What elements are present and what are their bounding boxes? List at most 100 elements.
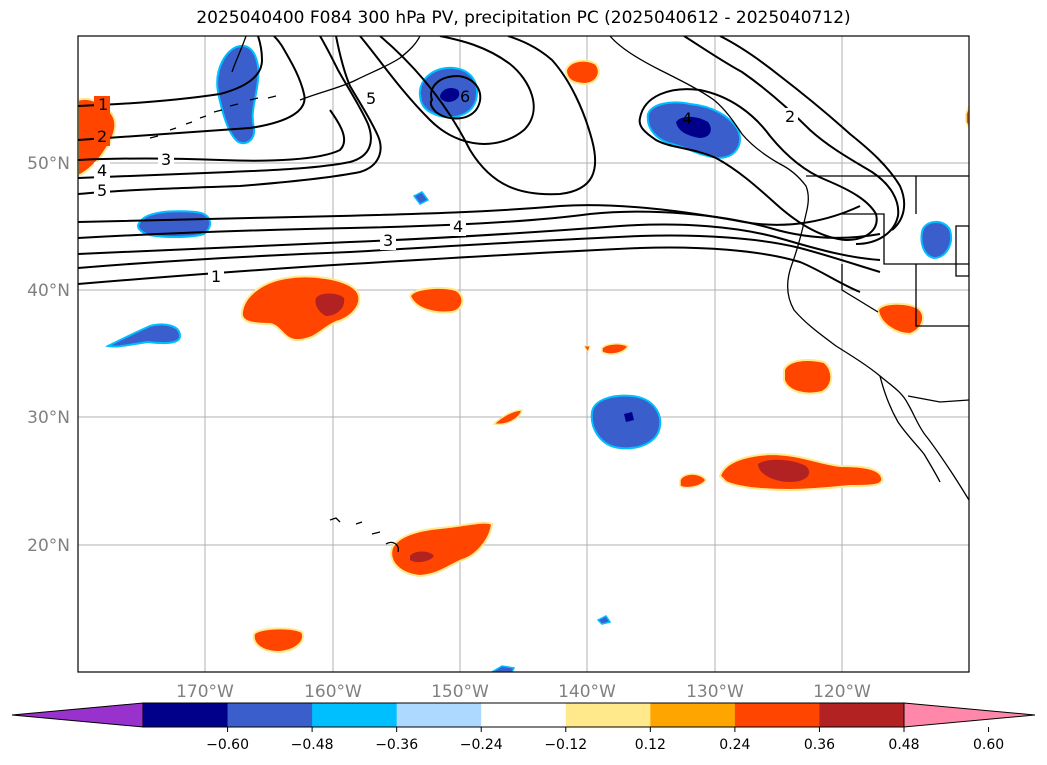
lon-label: 120°W: [813, 682, 871, 702]
state-borders: [841, 176, 969, 327]
pv-contour-2-north: [78, 36, 306, 141]
lat-label: 20°N: [27, 536, 70, 556]
gulf-of-california: [907, 395, 969, 403]
lon-label: 130°W: [686, 682, 744, 702]
pv-label: 6: [460, 87, 470, 106]
pos-blob-small-35n: [601, 343, 630, 355]
colorbar: −0.60 −0.48 −0.36 −0.24 −0.12 0.12 0.24 0.36 0.4…: [11, 702, 1036, 753]
colorbar-segment: [481, 703, 567, 727]
pos-blob-small-25n: [679, 473, 707, 489]
colorbar-frame: [142, 702, 905, 728]
colorbar-tick-label: 0.60: [973, 737, 1004, 753]
map-plot-area: [78, 36, 969, 672]
colorbar-tick-label: −0.36: [375, 737, 418, 753]
neg-blob-central-core: [624, 412, 634, 422]
lat-label: 30°N: [27, 408, 70, 428]
pv-label: 4: [97, 161, 107, 180]
pv-contour-gulf-6: [429, 74, 482, 120]
neg-blob-small-2: [596, 615, 612, 625]
neg-blob-small-3: [490, 665, 516, 672]
pv-contours: [78, 36, 906, 293]
pos-blob-main-west-core: [315, 293, 345, 316]
pv-label: 3: [161, 150, 171, 169]
colorbar-segment: [312, 703, 398, 727]
pv-label: 2: [97, 127, 107, 146]
colorbar-tick-label: −0.12: [544, 737, 587, 753]
colorbar-low-extension: [11, 702, 144, 728]
positive-precip-anomalies: [78, 59, 969, 654]
pos-blob-mid: [408, 287, 464, 314]
colorbar-tick-label: 0.36: [804, 737, 835, 753]
pos-blob-off-baja: [783, 359, 833, 395]
pv-contour-1-north: [78, 36, 264, 107]
graticule: [78, 36, 969, 672]
colorbar-segment: [819, 703, 905, 727]
lat-label: 40°N: [27, 281, 70, 301]
pv-contour-4-north: [78, 36, 372, 179]
neg-blob-small-1: [412, 191, 430, 205]
pv-contour-1: [78, 246, 861, 293]
colorbar-ticks: −0.60 −0.48 −0.36 −0.24 −0.12 0.12 0.24 0.36 0.4…: [206, 727, 1004, 753]
pv-label: 4: [453, 217, 463, 236]
pv-contour-5-north: [78, 36, 382, 195]
lat-label: 50°N: [27, 154, 70, 174]
colorbar-segment: [734, 703, 820, 727]
map-title: 2025040400 F084 300 hPa PV, precipitatio…: [196, 8, 851, 28]
neg-blob-bc-core: [676, 116, 711, 138]
colorbar-segment: [565, 703, 651, 727]
colorbar-tick-label: 0.48: [888, 737, 919, 753]
map-border: [77, 35, 970, 673]
colorbar-segment: [143, 703, 229, 727]
neg-blob-west: [137, 210, 212, 238]
neg-blob-midwest: [104, 323, 182, 348]
pv-label: 1: [211, 267, 221, 286]
pv-contour-5-south: [78, 204, 861, 226]
pv-contour-3-south: [78, 223, 881, 261]
baja-california: [879, 375, 941, 483]
pv-contour-bc-outer: [683, 36, 900, 245]
colorbar-tick-label: 0.24: [719, 737, 750, 753]
colorbar-segments: [143, 703, 905, 727]
hawaii-islands: [329, 517, 399, 553]
pos-blob-socal: [876, 302, 925, 336]
neg-blob-gulf-ak-core: [440, 88, 460, 102]
lon-label: 150°W: [431, 682, 489, 702]
alaska-coast: [231, 36, 421, 101]
longitude-labels: 170°W 160°W 150°W 140°W 130°W 120°W: [176, 682, 871, 702]
colorbar-tick-label: −0.24: [460, 737, 503, 753]
latitude-labels: 50°N 40°N 30°N 20°N: [27, 154, 70, 556]
pv-label: 1: [98, 95, 108, 114]
pv-contour-bc-inner: [638, 88, 878, 242]
pos-blob-hawaii: [390, 521, 494, 578]
pv-label: 5: [366, 89, 376, 108]
pos-blob-east-long-core: [758, 459, 810, 482]
pos-blob-south: [252, 627, 304, 654]
pv-contour-bc-far: [719, 36, 906, 231]
pos-blob-tiny: [583, 345, 591, 354]
colorbar-segment: [650, 703, 736, 727]
pv-contour-central-loop: [379, 36, 597, 196]
lon-label: 170°W: [176, 682, 234, 702]
negative-precip-anomalies: [104, 44, 952, 672]
colorbar-tick-label: −0.48: [291, 737, 334, 753]
aleutian-islands: [149, 95, 277, 139]
lon-label: 160°W: [304, 682, 362, 702]
neg-blob-idaho: [920, 221, 952, 260]
pv-contour-labels: 1 2 3 4 5 5 6 3 4 1 4 2: [94, 87, 798, 286]
colorbar-segment: [396, 703, 482, 727]
neg-blob-aleutian: [216, 44, 260, 145]
pv-label: 2: [785, 107, 795, 126]
pv-contour-2-south: [78, 234, 881, 273]
pos-blob-main-west: [240, 275, 361, 342]
colorbar-segment: [227, 703, 313, 727]
pv-contour-gulf-loop: [359, 36, 535, 145]
colorbar-tick-label: 0.12: [635, 737, 666, 753]
colorbar-tick-label: −0.60: [206, 737, 249, 753]
colorbar-high-extension: [903, 702, 1036, 728]
pos-blob-hawaii-core: [410, 551, 434, 563]
pos-blob-small-30n: [492, 409, 523, 426]
lon-label: 140°W: [558, 682, 616, 702]
pv-label: 3: [383, 231, 393, 250]
coastlines: [149, 36, 969, 553]
